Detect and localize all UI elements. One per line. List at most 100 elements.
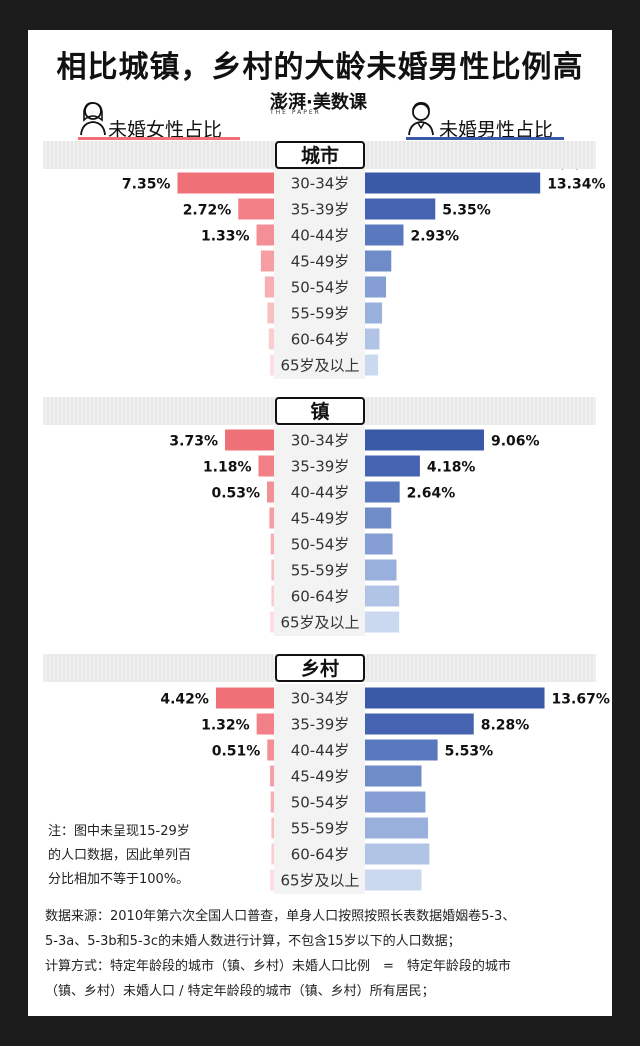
age-category-label: 65岁及以上 — [280, 872, 359, 890]
male-bar — [365, 585, 400, 607]
legend-female-underline — [78, 137, 240, 140]
male-bar — [365, 739, 438, 761]
note-line: 注：图中未呈现15-29岁 — [48, 824, 190, 839]
age-category-label: 60-64岁 — [291, 331, 350, 349]
male-bar — [365, 533, 393, 555]
age-label-column — [274, 684, 365, 894]
female-value-label: 7.35% — [122, 177, 171, 193]
male-value-label-bg — [544, 173, 605, 193]
note-line: 的人口数据，因此单列百 — [48, 848, 192, 863]
female-value-label: 1.32% — [201, 718, 250, 734]
age-label-column — [274, 169, 365, 379]
female-bar — [269, 507, 274, 529]
female-bar — [225, 429, 274, 451]
male-bar — [365, 843, 430, 865]
source-line: 5-3a、5-3b和5-3c的未婚人数进行计算，不包含15岁以下的人口数据； — [45, 934, 461, 949]
male-bar — [365, 869, 422, 891]
female-bar — [271, 843, 274, 865]
age-category-label: 40-44岁 — [291, 227, 350, 245]
female-bar — [258, 455, 274, 477]
age-category-label: 65岁及以上 — [280, 614, 359, 632]
note-line: 分比相加不等于100%。 — [48, 872, 190, 887]
method-line: 计算方式：特定年龄段的城市（镇、乡村）未婚人口比例 = 特定年龄段的城市 — [45, 959, 511, 974]
male-value-label-bg — [548, 688, 609, 708]
age-category-label: 50-54岁 — [291, 794, 350, 812]
age-category-label: 60-64岁 — [291, 846, 350, 864]
age-category-label: 35-39岁 — [291, 716, 350, 734]
male-bar — [365, 765, 422, 787]
male-value-label: 9.06% — [491, 434, 540, 450]
male-value-label-bg — [407, 225, 459, 245]
age-category-label: 30-34岁 — [291, 175, 350, 193]
male-bar — [365, 172, 541, 194]
male-bar — [365, 198, 436, 220]
male-bar — [365, 817, 429, 839]
male-value-label-bg — [403, 482, 455, 502]
female-value-label-bg — [212, 482, 264, 502]
male-bar — [365, 250, 392, 272]
panel-title-box — [275, 141, 365, 169]
male-bar — [365, 611, 400, 633]
age-category-label: 45-49岁 — [291, 253, 350, 271]
female-bar — [270, 869, 274, 891]
female-bar — [267, 739, 274, 761]
female-bar — [177, 172, 274, 194]
age-category-label: 35-39岁 — [291, 458, 350, 476]
male-value-label: 5.35% — [442, 203, 491, 219]
male-bar — [365, 559, 397, 581]
female-value-label-bg — [170, 430, 222, 450]
chart-note: 注：图中未呈现15-29岁 的人口数据，因此单列百 分比相加不等于100%。 — [48, 820, 238, 892]
female-bar — [267, 481, 274, 503]
female-value-label-bg — [201, 225, 253, 245]
female-value-label: 2.72% — [183, 203, 232, 219]
female-value-label: 0.51% — [212, 744, 261, 760]
male-value-label: 13.34% — [547, 177, 605, 193]
legend-male-underline — [406, 137, 564, 140]
male-bar — [365, 507, 392, 529]
male-bar — [365, 481, 400, 503]
male-value-label-bg — [423, 456, 475, 476]
male-bar — [365, 791, 426, 813]
male-value-label: 5.53% — [445, 744, 494, 760]
male-bar — [365, 713, 474, 735]
male-value-label-bg — [487, 430, 539, 450]
female-bar — [271, 559, 274, 581]
male-value-label: 2.64% — [407, 486, 456, 502]
female-value-label: 4.42% — [160, 692, 209, 708]
age-category-label: 65岁及以上 — [280, 357, 359, 375]
female-bar — [270, 765, 274, 787]
female-value-label: 0.53% — [211, 486, 260, 502]
female-value-label-bg — [201, 714, 253, 734]
age-category-label: 50-54岁 — [291, 536, 350, 554]
age-category-label: 55-59岁 — [291, 820, 350, 838]
female-bar — [270, 354, 274, 376]
female-bar — [271, 817, 274, 839]
method-line: （镇、乡村）未婚人口 / 特定年龄段的城市（镇、乡村）所有居民； — [45, 984, 435, 999]
female-bar — [215, 687, 274, 709]
male-value-label: 13.67% — [552, 692, 610, 708]
age-category-label: 35-39岁 — [291, 201, 350, 219]
male-bar — [365, 276, 387, 298]
woman-avatar-icon — [80, 102, 106, 136]
age-category-label: 55-59岁 — [291, 562, 350, 580]
female-bar — [256, 224, 274, 246]
panel-title-box — [275, 397, 365, 425]
female-value-label: 3.73% — [169, 434, 218, 450]
female-bar — [270, 791, 274, 813]
age-category-label: 30-34岁 — [291, 432, 350, 450]
age-category-label: 40-44岁 — [291, 742, 350, 760]
female-bar — [267, 302, 274, 324]
male-bar — [365, 302, 383, 324]
female-bar — [264, 276, 274, 298]
male-value-label: 4.18% — [427, 460, 476, 476]
male-bar — [365, 455, 420, 477]
source-line: 数据来源：2010年第六次全国人口普查，单身人口按照按照长表数据婚姻卷5-3、 — [45, 909, 516, 924]
age-category-label: 30-34岁 — [291, 690, 350, 708]
female-bar — [270, 533, 274, 555]
age-category-label: 45-49岁 — [291, 510, 350, 528]
male-bar — [365, 354, 379, 376]
male-value-label-bg — [439, 199, 491, 219]
panel-title: 镇 — [310, 400, 329, 423]
legend-male: 未婚男性占比 — [439, 119, 554, 141]
